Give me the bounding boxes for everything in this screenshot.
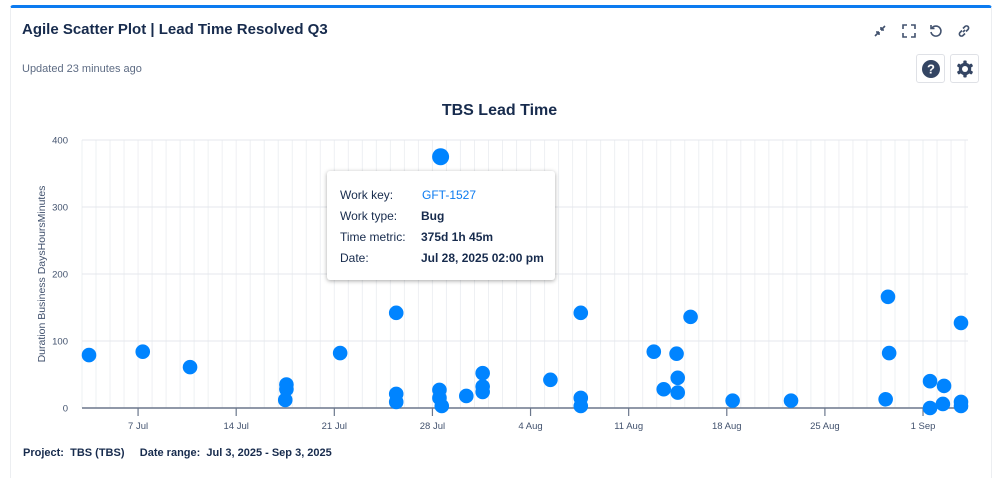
y-tick-label: 200 — [52, 270, 68, 281]
scatter-plot-card — [10, 5, 992, 478]
svg-text:?: ? — [927, 61, 935, 76]
data-point[interactable] — [543, 372, 558, 388]
data-point[interactable] — [881, 345, 897, 361]
x-tick-label: 14 Jul — [224, 421, 249, 432]
y-axis-label: Duration Business DaysHoursMinutes — [36, 186, 48, 363]
link-icon[interactable] — [955, 22, 973, 40]
x-tick-label: 18 Aug — [712, 421, 742, 432]
help-icon: ? — [921, 59, 940, 78]
point-tooltip: Work key: GFT-1527 Work type: Bug Time met… — [327, 171, 555, 280]
settings-button[interactable] — [950, 54, 979, 83]
card-title: Agile Scatter Plot | Lead Time Resolved … — [22, 21, 328, 38]
x-tick-label: 7 Jul — [128, 421, 148, 432]
x-tick-label: 21 Jul — [322, 421, 347, 432]
data-point[interactable] — [670, 385, 686, 400]
y-tick-label: 100 — [52, 337, 68, 348]
date-value: Jul 28, 2025 02:00 pm — [421, 251, 544, 265]
data-point[interactable] — [332, 345, 348, 361]
fullscreen-icon[interactable] — [900, 22, 918, 40]
data-point[interactable] — [646, 344, 662, 360]
data-point[interactable] — [432, 148, 450, 166]
data-point[interactable] — [922, 373, 938, 389]
time-metric-value: 375d 1h 45m — [421, 230, 494, 244]
x-tick-label: 1 Sep — [911, 421, 936, 432]
data-point[interactable] — [783, 393, 799, 408]
data-point[interactable] — [459, 388, 474, 404]
data-point[interactable] — [878, 391, 893, 407]
data-point[interactable] — [475, 384, 490, 400]
y-tick-label: 400 — [52, 136, 68, 147]
project-label: Project: — [23, 447, 64, 459]
data-point[interactable] — [880, 289, 896, 305]
data-point[interactable] — [953, 398, 969, 414]
work-key-label: Work key: — [340, 188, 394, 202]
data-point[interactable] — [670, 370, 686, 386]
date-label: Date: — [340, 251, 369, 265]
data-point[interactable] — [388, 394, 404, 410]
data-point[interactable] — [656, 381, 672, 397]
data-point[interactable] — [953, 315, 969, 331]
y-tick-label: 300 — [52, 203, 68, 214]
data-point[interactable] — [669, 346, 684, 362]
help-button[interactable]: ? — [916, 54, 945, 83]
data-point[interactable] — [725, 393, 740, 408]
date-range-label: Date range: — [139, 447, 201, 459]
y-tick-label: 0 — [63, 404, 68, 415]
x-tick-label: 28 Jul — [420, 421, 445, 432]
data-point[interactable] — [434, 398, 450, 414]
data-point[interactable] — [573, 305, 589, 321]
data-point[interactable] — [935, 396, 951, 412]
data-point[interactable] — [573, 398, 589, 414]
data-point[interactable] — [277, 392, 293, 408]
data-point[interactable] — [81, 347, 97, 363]
work-type-value: Bug — [421, 209, 445, 223]
data-point[interactable] — [683, 309, 698, 325]
chart-footer: Project: TBS (TBS) Date range: Jul 3, 20… — [23, 447, 332, 459]
chart-title: TBS Lead Time — [441, 102, 558, 119]
data-point[interactable] — [475, 365, 490, 381]
data-point[interactable] — [388, 305, 404, 321]
x-tick-label: 11 Aug — [614, 421, 643, 432]
data-point[interactable] — [279, 381, 294, 397]
time-metric-label: Time metric: — [340, 230, 406, 244]
x-tick-label: 4 Aug — [518, 421, 542, 432]
data-point[interactable] — [936, 378, 952, 394]
data-point[interactable] — [922, 400, 938, 416]
project-value: TBS (TBS) — [70, 447, 125, 459]
settings-icon — [956, 60, 973, 77]
x-tick-label: 25 Aug — [810, 421, 840, 432]
refresh-icon[interactable] — [927, 22, 945, 40]
data-point[interactable] — [135, 344, 151, 360]
work-type-label: Work type: — [340, 209, 398, 223]
work-key-link[interactable]: GFT-1527 — [422, 188, 477, 202]
data-point[interactable] — [182, 359, 198, 375]
date-range-value: Jul 3, 2025 - Sep 3, 2025 — [206, 447, 332, 459]
collapse-icon[interactable] — [871, 22, 889, 40]
updated-timestamp: Updated 23 minutes ago — [22, 63, 142, 75]
